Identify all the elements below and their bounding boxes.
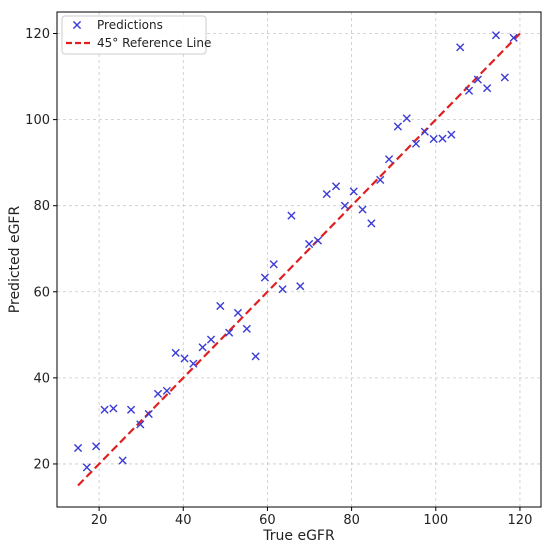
data-point (233, 308, 243, 317)
data-point (242, 324, 251, 333)
data-point (509, 33, 518, 42)
points-layer (73, 31, 518, 472)
data-point (144, 409, 153, 419)
data-point (376, 175, 385, 184)
data-point (393, 122, 402, 131)
data-point (100, 405, 109, 414)
x-tick-label: 20 (91, 513, 108, 528)
data-point (456, 43, 465, 52)
data-point (171, 348, 180, 357)
x-tick-label: 40 (175, 513, 192, 528)
y-tick-label: 80 (33, 199, 50, 214)
data-point (136, 420, 145, 429)
data-point (269, 260, 278, 269)
data-point (180, 354, 189, 363)
data-point (109, 404, 118, 413)
plot-frame (56, 11, 542, 508)
data-point (491, 31, 501, 40)
data-point (225, 328, 234, 337)
legend-label-reference-line: 45° Reference Line (97, 36, 211, 50)
data-point (438, 134, 447, 143)
data-point (331, 182, 341, 191)
data-point (92, 442, 101, 451)
data-point (313, 236, 323, 245)
data-point (420, 127, 429, 136)
data-point (206, 335, 216, 344)
data-point (216, 301, 225, 311)
x-tick-label: 100 (423, 513, 448, 528)
data-point (162, 386, 171, 395)
data-point (367, 219, 376, 228)
data-point (402, 114, 411, 123)
data-point (118, 456, 127, 465)
data-point (447, 130, 456, 139)
data-point (251, 352, 260, 361)
data-point (429, 134, 438, 144)
reference-line (77, 32, 521, 487)
x-tick-label: 120 (508, 513, 533, 528)
x-tick-label: 60 (259, 513, 276, 528)
data-point (464, 86, 474, 95)
data-point (349, 187, 358, 196)
y-tick-label: 20 (33, 457, 50, 472)
legend-marker-predictions (72, 20, 82, 30)
legend-label-predictions: Predictions (97, 18, 163, 32)
data-point (483, 84, 492, 93)
data-point (73, 443, 83, 453)
data-point (189, 359, 198, 368)
data-point (500, 73, 509, 82)
data-point (260, 273, 270, 282)
y-tick-label: 100 (25, 113, 50, 128)
data-point (322, 189, 331, 199)
data-point (296, 282, 305, 291)
data-point (358, 205, 367, 214)
data-point (473, 75, 482, 84)
data-point (153, 389, 163, 398)
y-tick-label: 60 (33, 285, 50, 300)
reference-line-layer (77, 32, 521, 487)
data-point (384, 155, 394, 164)
x-tick-label: 80 (343, 513, 360, 528)
data-point (411, 139, 421, 148)
y-axis-label: Predicted eGFR (7, 206, 23, 314)
grid (57, 12, 541, 507)
data-point (126, 405, 136, 414)
y-tick-label: 120 (25, 27, 50, 42)
data-point (305, 239, 314, 249)
ticks: 20 40 60 80 100 120 20 40 60 80 100 120 (25, 27, 532, 528)
data-point (287, 211, 296, 220)
legend-box (61, 15, 207, 55)
x-axis-label: True eGFR (262, 528, 335, 544)
legend: Predictions 45° Reference Line (61, 15, 211, 55)
data-point (82, 463, 91, 472)
data-point (340, 201, 349, 210)
data-point (198, 343, 207, 352)
data-point (278, 285, 287, 294)
y-tick-label: 40 (33, 371, 50, 386)
